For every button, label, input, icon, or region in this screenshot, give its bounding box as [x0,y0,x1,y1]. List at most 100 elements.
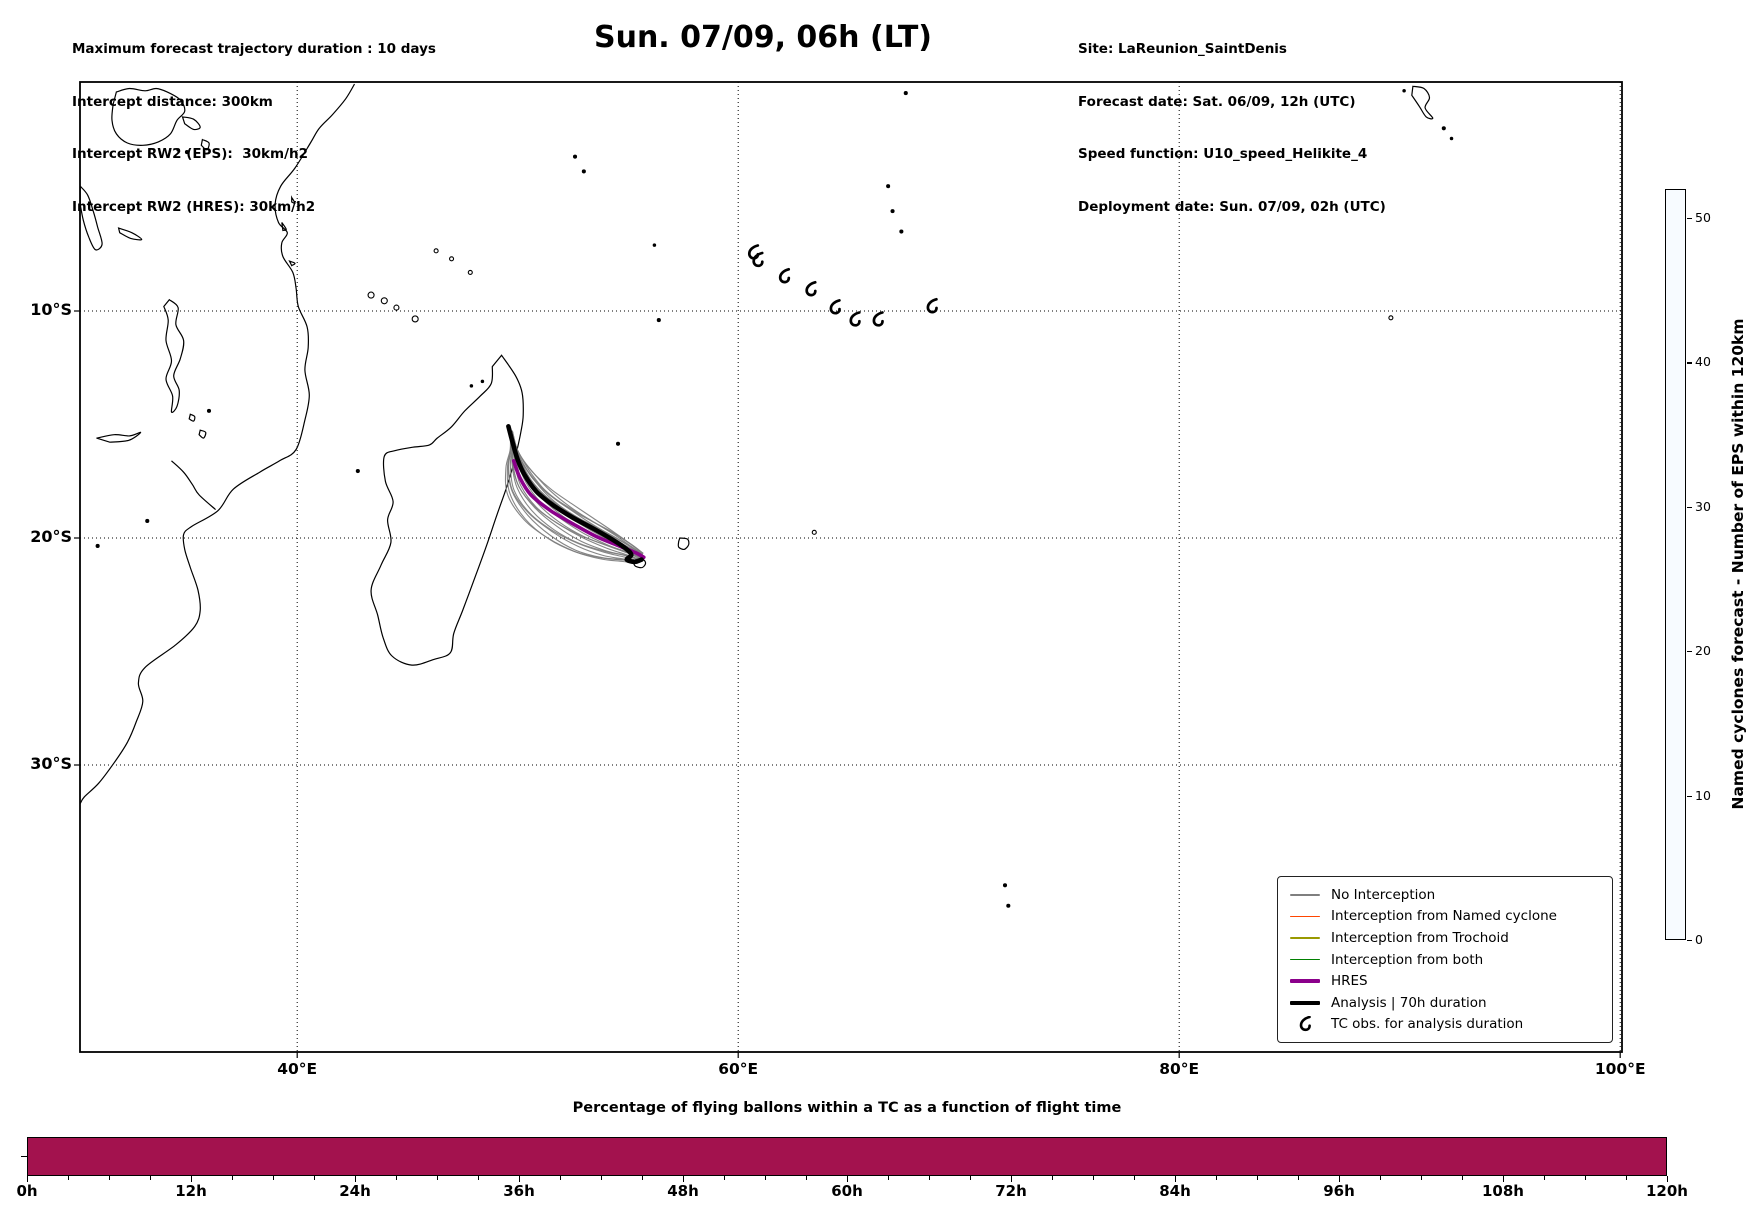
info-line: Forecast date: Sat. 06/09, 12h (UTC) [1078,93,1356,110]
legend-item: Interception from both [1290,949,1602,971]
colorbar-tick [1687,506,1692,509]
x-minor-tick [1298,1176,1300,1180]
info-line: Speed function: U10_speed_Helikite_4 [1078,146,1368,162]
x-minor-tick [1421,1176,1423,1180]
legend-line [1290,915,1320,918]
islet [886,184,891,189]
lon-tick-label: 40°E [277,1060,318,1078]
tc-obs-icon [829,299,841,315]
islet [1449,136,1454,141]
islet [469,384,474,388]
eps-member-track [510,430,640,560]
legend-line [1290,979,1320,984]
x-minor-tick [1626,1176,1628,1180]
tc-obs-icon [926,297,938,314]
islet [145,518,150,524]
tc-obs-icon [1290,1016,1320,1032]
legend-line-swatch [1290,937,1320,939]
colorbar-tick-label: 40 [1695,354,1711,370]
coastline-polygon [288,260,296,267]
coastline-polygon [370,354,524,666]
x-minor-tick [68,1176,70,1180]
islet [95,543,100,548]
colorbar [1665,189,1686,940]
x-minor-tick [273,1176,275,1180]
legend-item-label: Analysis | 70h duration [1331,994,1487,1011]
x-minor-tick [437,1176,439,1180]
legend-line [1290,958,1320,961]
x-minor-tick [1585,1176,1587,1180]
figure-title: Sun. 07/09, 06h (LT) [593,20,933,55]
x-major-tick [1667,1176,1669,1182]
legend-line-swatch [1290,915,1320,918]
coastline-polygon [291,195,296,204]
x-tick-label: 60h [831,1182,863,1200]
colorbar-tick-label: 20 [1695,643,1711,659]
eps-member-track [511,430,643,555]
x-minor-tick [396,1176,398,1180]
legend-item: HRES [1290,970,1602,992]
islet [890,209,895,214]
flight-time-y-tick [21,1156,27,1158]
x-minor-tick [1544,1176,1546,1180]
tc-obs-icon [849,311,861,327]
islet [448,256,455,262]
eps-member-track [511,430,643,555]
x-major-tick [847,1176,849,1182]
coastline-polygon [198,429,207,439]
legend-item: Interception from Named cyclone [1290,906,1602,928]
tc-obs-icon [805,280,817,297]
lon-tick-label: 80°E [1159,1060,1200,1078]
lat-tick-label: 20°S [30,527,72,546]
islet [393,304,400,311]
coastline-polygon [96,431,142,443]
x-minor-tick [1134,1176,1136,1180]
x-minor-tick [478,1176,480,1180]
info-block-right: Site: LaReunion_SaintDenis Forecast date… [1078,6,1386,251]
x-minor-tick [1052,1176,1054,1180]
colorbar-tick [1687,795,1692,797]
x-minor-tick [1216,1176,1218,1180]
legend-item: No Interception [1290,884,1602,906]
x-minor-tick [560,1176,562,1180]
islet [581,169,586,174]
map-border [79,81,1623,1053]
x-minor-tick [806,1176,808,1180]
info-block-left: Maximum forecast trajectory duration : 1… [72,6,436,251]
x-major-tick [191,1176,193,1182]
lon-tick-label: 60°E [718,1060,759,1078]
coastline-polygon [200,138,210,151]
islet [903,91,908,96]
legend-item-label: TC obs. for analysis duration [1331,1016,1524,1033]
coastline-polygon [181,116,201,131]
legend-line [1290,1000,1320,1006]
legend-item: Analysis | 70h duration [1290,992,1602,1014]
x-major-tick [1339,1176,1341,1182]
coastline [171,460,216,511]
islet [1402,89,1406,93]
coastline-polygon [117,227,143,241]
colorbar-tick-label: 50 [1695,209,1711,225]
info-line: Site: LaReunion_SaintDenis [1078,41,1287,57]
islet [184,150,189,155]
lat-tick-label: 30°S [30,754,72,773]
coastline-polygon [188,413,196,422]
legend-line [1290,937,1320,939]
x-tick-label: 84h [1159,1182,1191,1200]
legend-item: Interception from Trochoid [1290,927,1602,949]
colorbar-tick [1687,651,1692,653]
islet [1002,883,1008,888]
x-tick-label: 72h [995,1182,1027,1200]
x-major-tick [1011,1176,1013,1182]
x-minor-tick [1462,1176,1464,1180]
colorbar-tick [1687,362,1692,364]
x-minor-tick [929,1176,931,1180]
x-tick-label: 12h [175,1182,207,1200]
trajectory-map [74,81,1623,1058]
islet [615,441,621,446]
islet [433,248,439,254]
x-minor-tick [642,1176,644,1180]
x-major-tick [27,1176,29,1182]
legend: No Interception Interception from Named c… [1277,876,1613,1044]
